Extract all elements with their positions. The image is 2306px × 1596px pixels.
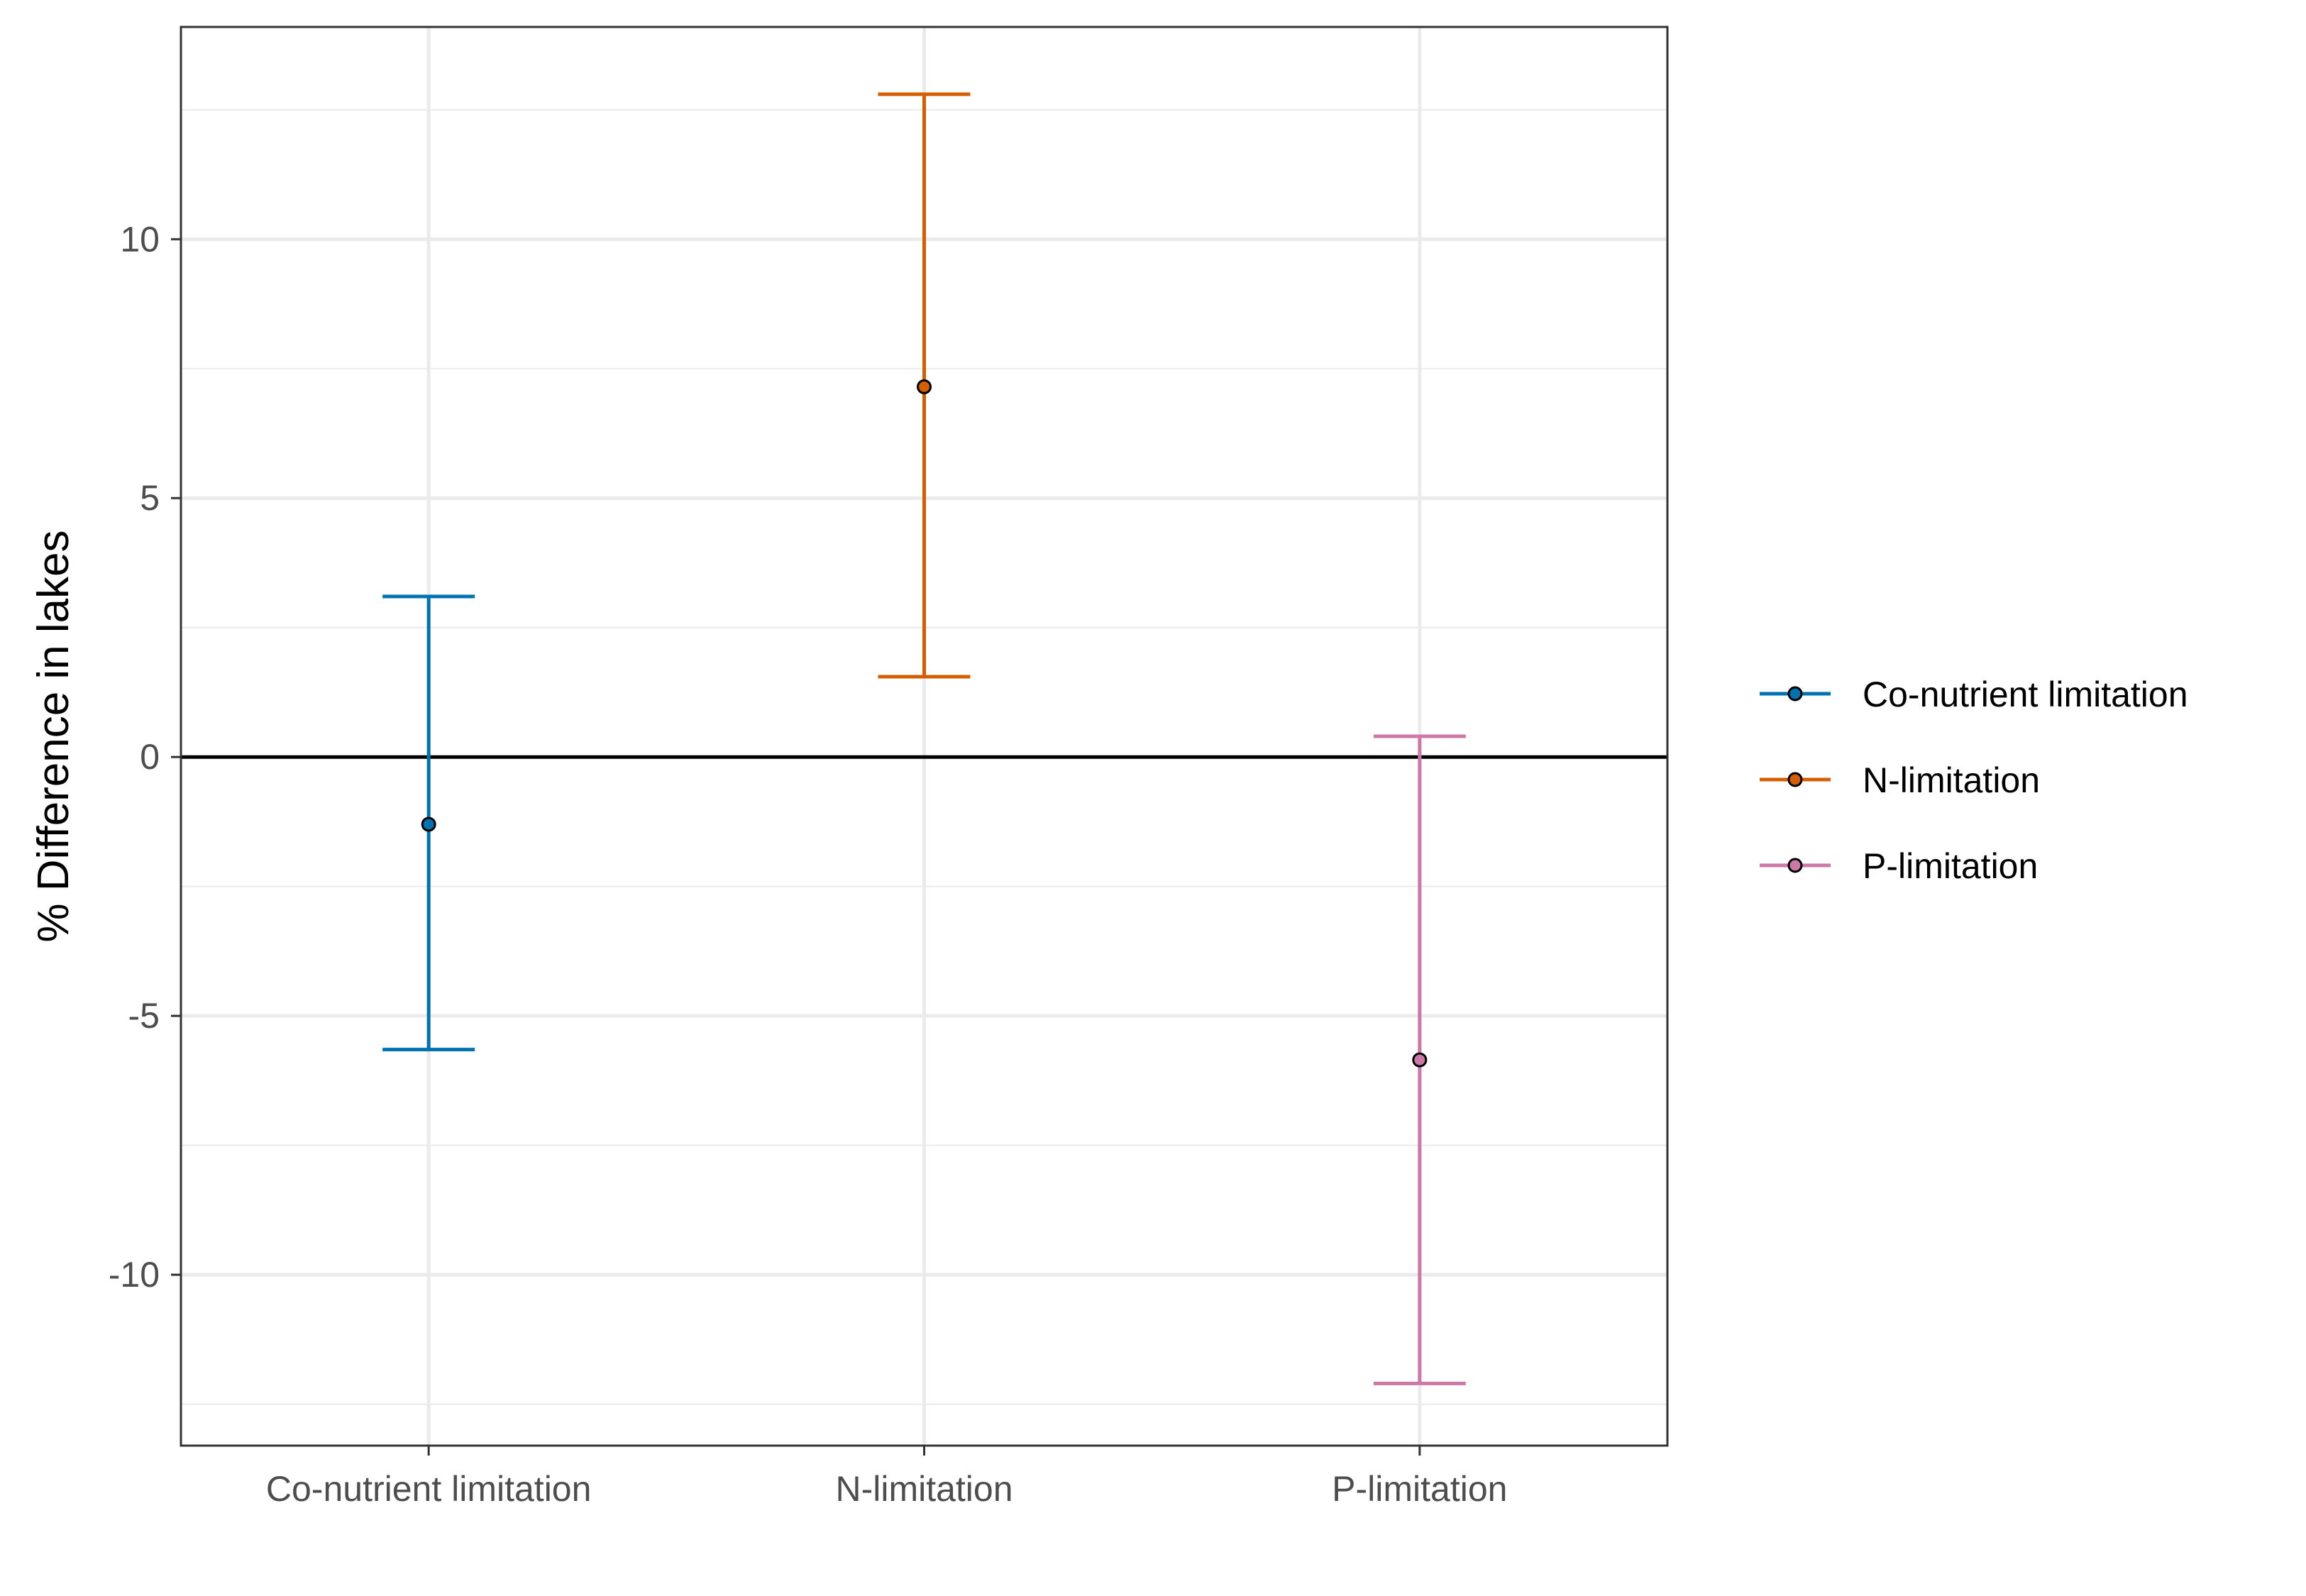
x-tick-label: P-limitation xyxy=(1332,1469,1507,1509)
point-estimate xyxy=(917,379,932,394)
point-estimate xyxy=(421,816,436,832)
legend-key-point xyxy=(1787,686,1803,702)
legend-item: N-limitation xyxy=(1760,760,2040,800)
y-tick-label: -10 xyxy=(109,1255,160,1295)
legend-key-point xyxy=(1787,858,1803,873)
legend: Co-nutrient limitation N-limitation P-limi… xyxy=(1760,675,2188,886)
errorbar-p-limitation xyxy=(1373,734,1466,1385)
legend-item: Co-nutrient limitation xyxy=(1760,675,2188,714)
point-estimate xyxy=(1412,1052,1428,1068)
legend-label: Co-nutrient limitation xyxy=(1863,675,2188,714)
y-tick-label: -5 xyxy=(128,996,160,1036)
x-tick-label: Co-nutrient limitation xyxy=(266,1469,592,1509)
legend-key-point xyxy=(1787,772,1803,787)
y-tick-label: 10 xyxy=(120,219,160,259)
y-tick-label: 5 xyxy=(140,478,160,518)
errorbar-n-limitation xyxy=(878,92,971,679)
legend-label: N-limitation xyxy=(1863,760,2040,800)
legend-label: P-limitation xyxy=(1863,846,2038,886)
y-axis-title: % Difference in lakes xyxy=(29,530,78,942)
y-tick-label: 0 xyxy=(140,737,160,777)
y-axis: -10 -5 0 5 10 xyxy=(109,219,181,1295)
errorbar-co-nutrient-limitation xyxy=(382,594,475,1052)
legend-item: P-limitation xyxy=(1760,846,2038,886)
error-bars xyxy=(382,92,1466,1385)
x-axis: Co-nutrient limitation N-limitation P-limi… xyxy=(266,1446,1507,1509)
x-tick-label: N-limitation xyxy=(835,1469,1013,1509)
